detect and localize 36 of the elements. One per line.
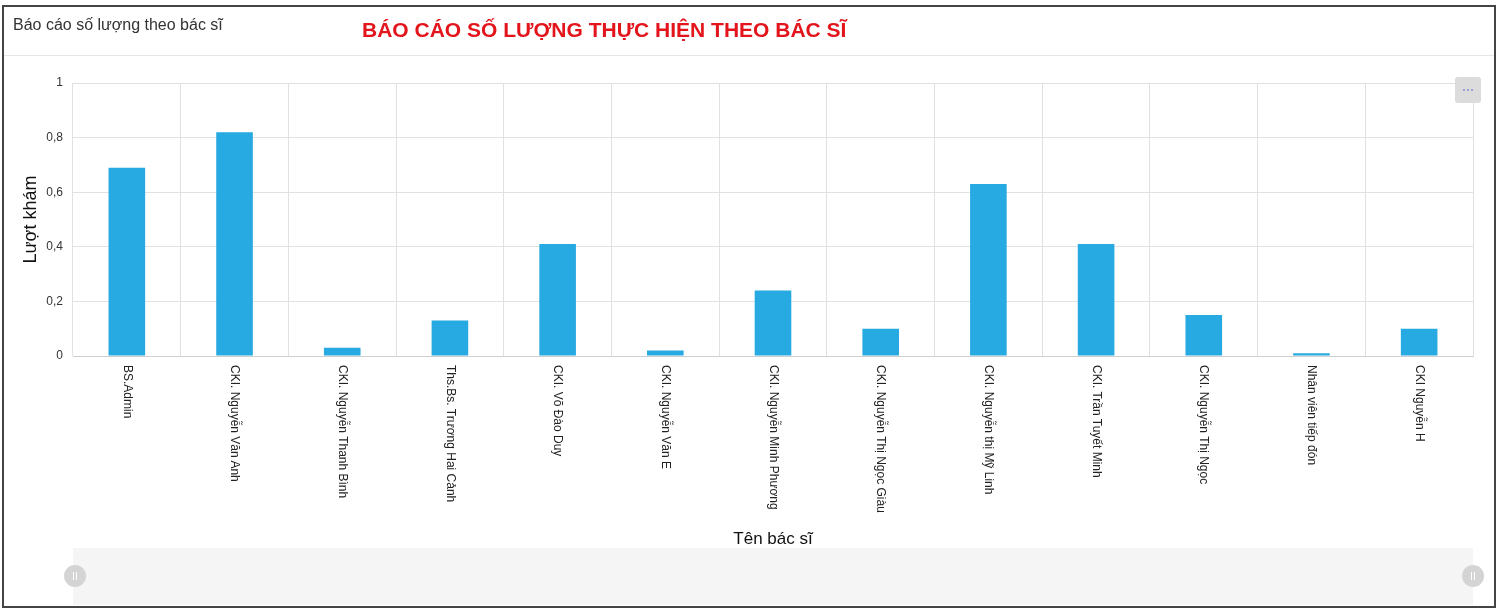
chart-subtitle: BÁO CÁO SỐ LƯỢNG THỰC HIỆN THEO BÁC SĨ xyxy=(362,18,847,42)
bar xyxy=(216,132,253,356)
x-tick-label: CKI. Nguyễn Thị Ngọc Giàu xyxy=(874,365,890,513)
bar xyxy=(754,290,792,356)
bar xyxy=(647,350,684,356)
y-tick-label: 0,8 xyxy=(46,129,64,144)
bar xyxy=(1400,328,1438,356)
x-tick-label: CKI. Nguyễn Văn E xyxy=(659,365,674,470)
x-tick-label: CKI. Nguyễn thị Mỹ Linh xyxy=(982,365,998,495)
x-tick-label: CKI. Võ Đào Duy xyxy=(551,365,566,457)
x-tick-label: Ths.Bs. Trương Hai Cảnh xyxy=(443,365,458,503)
y-tick-label: 0,6 xyxy=(46,184,64,199)
x-tick-label: CKI. Nguyễn Minh Phương xyxy=(766,365,782,510)
y-tick-label: 0 xyxy=(56,348,64,363)
x-axis-title: Tên bác sĩ xyxy=(733,529,814,549)
bar xyxy=(323,347,361,356)
x-tick-label: CKI. Nguyễn Văn Anh xyxy=(228,365,244,482)
x-tick-label: CKI Nguyễn H xyxy=(1412,365,1428,442)
bar xyxy=(1185,315,1223,356)
y-axis-title: Lượt khám xyxy=(19,175,40,264)
x-tick-label: CKI. Nguyễn Thanh Bình xyxy=(335,365,351,499)
chart-title: Báo cáo số lượng theo bác sĩ xyxy=(13,16,223,34)
bar xyxy=(539,244,576,356)
bar xyxy=(1293,353,1330,356)
x-tick-label: Nhân viên tiếp đón xyxy=(1305,365,1320,466)
x-tick-label: CKI. Trần Tuyết Minh xyxy=(1089,365,1104,478)
y-tick-label: 0,2 xyxy=(46,293,64,308)
bar xyxy=(431,320,469,356)
bar xyxy=(970,184,1007,356)
bar xyxy=(862,328,899,356)
x-tick-label: CKI. Nguyễn Thị Ngọc xyxy=(1197,365,1213,485)
y-tick-label: 1 xyxy=(56,75,64,90)
bar xyxy=(108,167,146,356)
y-tick-label: 0,4 xyxy=(46,239,64,254)
bar xyxy=(1077,244,1115,356)
x-tick-label: BS.Admin xyxy=(120,365,135,419)
